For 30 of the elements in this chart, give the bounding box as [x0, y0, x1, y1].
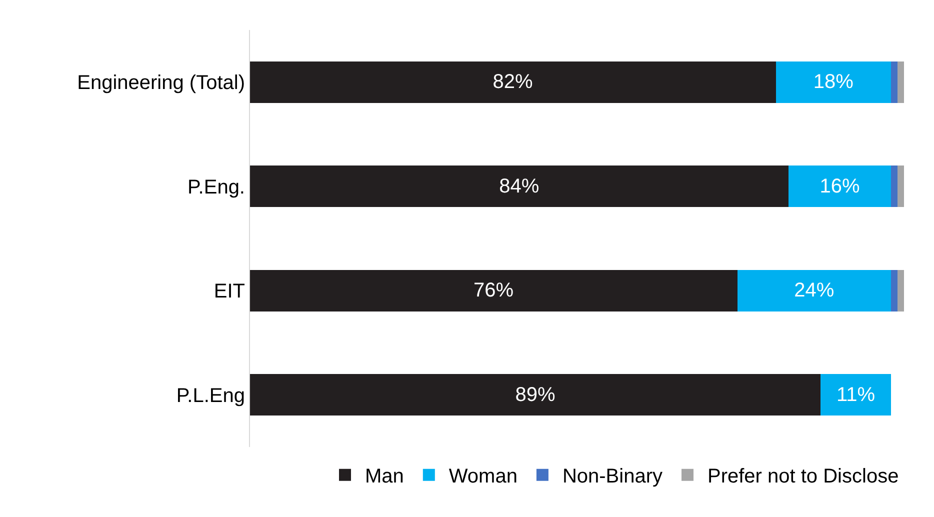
data-label: 89%: [515, 384, 556, 406]
bar: [776, 61, 892, 103]
bar: [820, 374, 892, 416]
legend-label: Woman: [448, 466, 518, 488]
bar: [250, 61, 776, 103]
data-label: 84%: [499, 175, 540, 198]
y-tick-label: Engineering (Total): [77, 72, 245, 94]
bar: [898, 61, 904, 103]
bar: [788, 166, 892, 208]
y-tick-label: P.Eng.: [188, 176, 245, 198]
data-label: 82%: [492, 71, 534, 94]
legend-label: Non-Binary: [562, 466, 662, 488]
data-label: 24%: [794, 280, 834, 302]
bar: [250, 270, 738, 312]
bar: [898, 166, 904, 208]
bar: [250, 374, 821, 416]
legend-label: Prefer not to Disclose: [708, 466, 899, 488]
y-tick-label: P.L.Eng: [176, 384, 245, 407]
bar: [898, 270, 904, 312]
bar: [250, 166, 789, 208]
legend-label: Man: [365, 466, 404, 488]
bar: [891, 166, 898, 208]
bar: [891, 61, 898, 103]
bar: [737, 270, 892, 312]
data-label: 16%: [820, 175, 860, 198]
data-label: 18%: [813, 71, 854, 94]
data-label: 76%: [474, 280, 514, 302]
data-label: 11%: [836, 384, 876, 406]
y-tick-label: EIT: [214, 280, 245, 303]
bar: [891, 270, 898, 312]
